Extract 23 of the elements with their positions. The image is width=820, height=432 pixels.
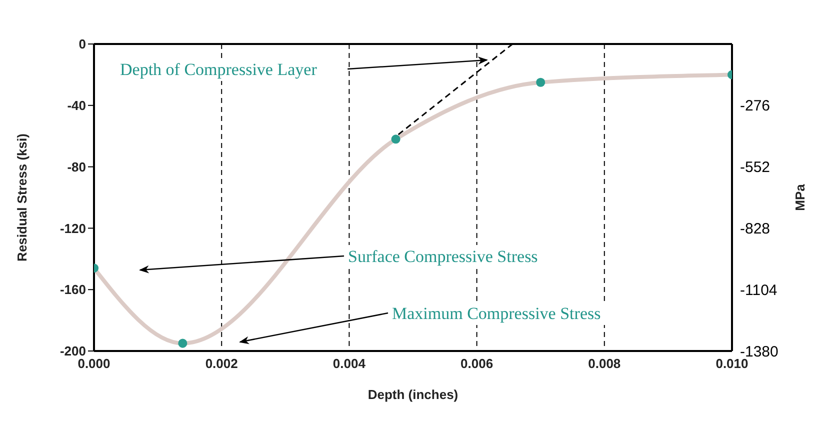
annotation: Maximum Compressive Stress xyxy=(392,304,601,323)
x-tick-label: 0.008 xyxy=(588,356,621,372)
y-tick-label: -200 xyxy=(60,344,86,359)
y-tick-label: -160 xyxy=(60,282,86,298)
y2-axis-title: MPa xyxy=(792,183,808,211)
y-axis-title: Residual Stress (ksi) xyxy=(14,134,30,262)
x-tick-label: 0.004 xyxy=(332,356,366,372)
x-axis-title: Depth (inches) xyxy=(368,387,458,402)
annotation: Depth of Compressive Layer xyxy=(120,60,318,79)
y2-tick-label: -276 xyxy=(740,98,770,115)
y2-tick-label: -1104 xyxy=(740,282,778,299)
y2-tick-label: -828 xyxy=(740,220,770,238)
annotation: Surface Compressive Stress xyxy=(348,247,538,266)
point xyxy=(536,78,546,87)
y2-tick-label: -552 xyxy=(740,159,770,176)
y-tick-label: -120 xyxy=(60,220,86,236)
y-tick-label: -40 xyxy=(67,98,86,114)
x-tick-label: 0.002 xyxy=(205,356,238,372)
x-tick-label: 0.000 xyxy=(78,356,110,372)
y-tick-label: 0 xyxy=(78,36,86,52)
point xyxy=(391,134,400,144)
y-tick-label: -80 xyxy=(67,159,86,174)
x-tick-label: 0.006 xyxy=(460,356,494,372)
